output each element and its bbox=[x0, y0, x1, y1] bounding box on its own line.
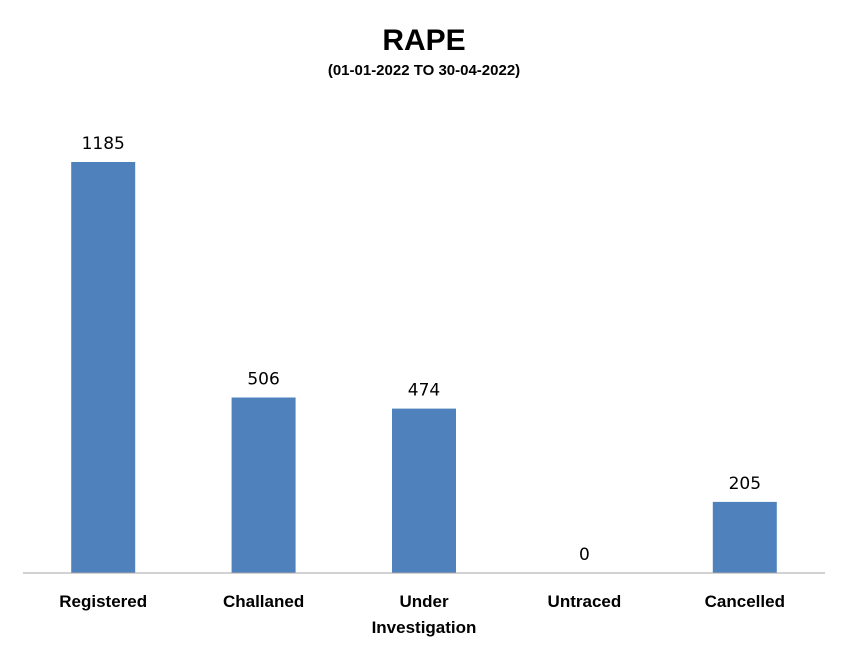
bar-1 bbox=[231, 397, 296, 573]
bar-2 bbox=[392, 408, 456, 573]
bar-4 bbox=[712, 501, 777, 573]
chart-subtitle: (01-01-2022 TO 30-04-2022) bbox=[328, 62, 520, 79]
data-label-3: 0 bbox=[579, 545, 590, 565]
category-label-2-line-1: Investigation bbox=[372, 618, 477, 637]
category-label-3-line-0: Untraced bbox=[548, 592, 622, 611]
labels-group: 1185 Registered 506 Challaned 474 Under Invest… bbox=[59, 134, 785, 637]
chart-title: RAPE bbox=[382, 24, 465, 57]
data-label-4: 205 bbox=[729, 474, 761, 494]
data-label-0: 1185 bbox=[82, 134, 125, 154]
category-label-0-line-0: Registered bbox=[59, 592, 147, 611]
category-label-0: Registered bbox=[59, 592, 147, 611]
bar-0 bbox=[71, 162, 136, 573]
category-label-4: Cancelled bbox=[705, 592, 785, 611]
category-label-1-line-0: Challaned bbox=[223, 592, 304, 611]
category-label-1: Challaned bbox=[223, 592, 304, 611]
data-label-1: 506 bbox=[247, 370, 279, 390]
bars-group bbox=[71, 162, 777, 573]
category-label-4-line-0: Cancelled bbox=[705, 592, 785, 611]
category-label-3: Untraced bbox=[548, 592, 622, 611]
data-label-2: 474 bbox=[408, 381, 440, 401]
category-label-2-line-0: Under bbox=[399, 592, 449, 611]
category-label-2: Under Investigation bbox=[372, 592, 477, 637]
